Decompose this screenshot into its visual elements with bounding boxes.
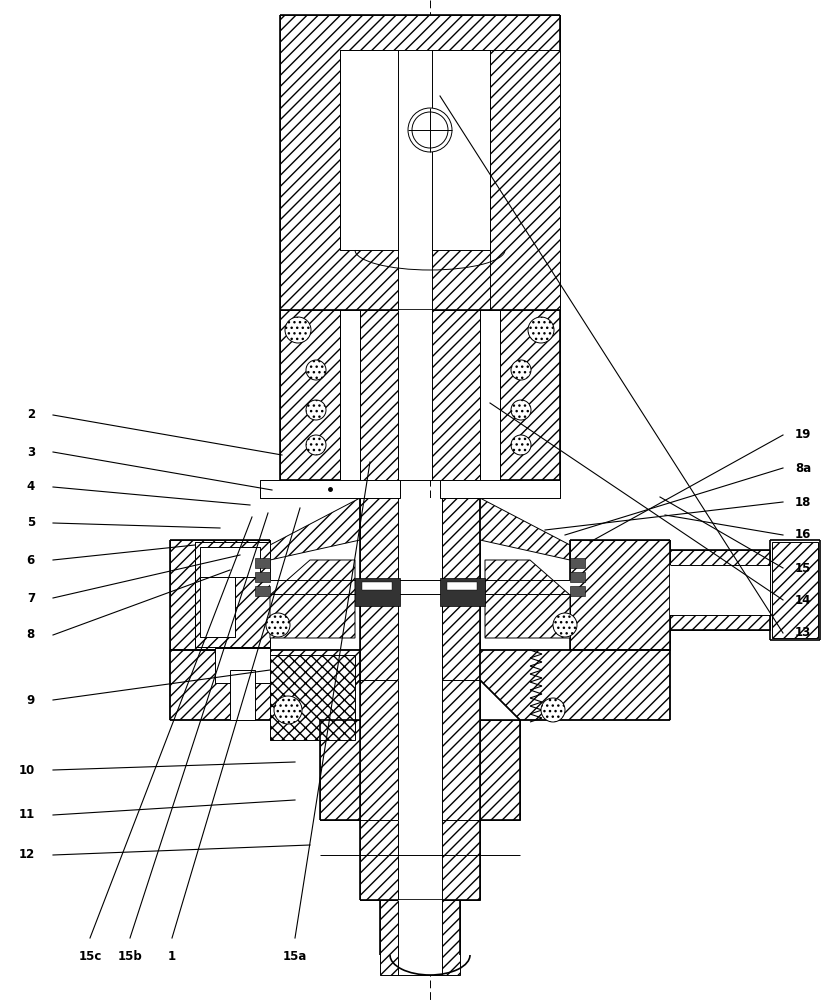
Bar <box>354 578 400 606</box>
Text: 16: 16 <box>794 528 810 542</box>
Polygon shape <box>170 650 359 720</box>
Text: 3: 3 <box>27 446 35 458</box>
Bar <box>669 565 769 615</box>
Circle shape <box>411 112 447 148</box>
Text: 10: 10 <box>18 764 35 776</box>
Bar <box>569 572 584 582</box>
Bar <box>569 540 669 650</box>
Text: 1: 1 <box>168 950 176 963</box>
Text: 19: 19 <box>794 428 810 442</box>
Polygon shape <box>270 498 359 560</box>
Text: 18: 18 <box>794 495 810 508</box>
Bar <box>398 310 431 480</box>
Bar <box>255 586 270 596</box>
Circle shape <box>540 698 564 722</box>
Circle shape <box>553 613 576 637</box>
Bar <box>499 310 559 480</box>
Bar <box>270 580 574 594</box>
Circle shape <box>511 435 530 455</box>
Polygon shape <box>270 655 354 740</box>
Bar <box>489 50 559 310</box>
Bar <box>255 558 270 568</box>
Circle shape <box>306 400 325 420</box>
Text: 7: 7 <box>27 591 35 604</box>
Bar <box>359 310 479 480</box>
Text: 9: 9 <box>27 694 35 706</box>
Text: 11: 11 <box>18 808 35 822</box>
Bar <box>441 498 479 680</box>
Bar <box>280 15 559 310</box>
Polygon shape <box>270 560 354 638</box>
Bar <box>359 498 398 680</box>
Circle shape <box>511 360 530 380</box>
Bar <box>398 680 441 820</box>
Text: 6: 6 <box>27 554 35 566</box>
Bar <box>255 572 270 582</box>
Bar <box>569 558 584 568</box>
Text: 5: 5 <box>27 516 35 530</box>
Bar <box>380 900 460 975</box>
Bar <box>446 582 477 590</box>
Text: 8: 8 <box>27 629 35 642</box>
Bar <box>200 547 260 577</box>
Bar <box>440 480 559 498</box>
Circle shape <box>273 696 302 724</box>
Bar <box>339 50 489 250</box>
Text: 15b: 15b <box>118 950 142 963</box>
Text: 15c: 15c <box>79 950 101 963</box>
Circle shape <box>285 317 311 343</box>
Bar <box>215 648 270 683</box>
Bar <box>200 577 235 637</box>
Bar <box>440 578 484 606</box>
Bar <box>319 720 359 820</box>
Bar <box>361 582 391 590</box>
Text: 15: 15 <box>794 562 810 574</box>
Bar <box>398 900 441 975</box>
Text: 15a: 15a <box>283 950 307 963</box>
Text: 13: 13 <box>794 626 810 640</box>
Bar <box>479 720 519 820</box>
Bar <box>771 542 817 638</box>
Bar <box>280 310 339 480</box>
Bar <box>195 542 270 647</box>
Text: 8a: 8a <box>794 462 810 475</box>
Bar <box>230 670 255 720</box>
Bar <box>170 540 270 650</box>
Polygon shape <box>479 498 569 560</box>
Text: 4: 4 <box>27 481 35 493</box>
Bar <box>569 586 584 596</box>
Circle shape <box>306 360 325 380</box>
Circle shape <box>511 400 530 420</box>
Bar <box>398 50 431 310</box>
Polygon shape <box>484 560 569 638</box>
Bar <box>359 680 479 820</box>
Bar <box>260 480 400 498</box>
Bar <box>359 820 479 900</box>
Polygon shape <box>479 650 669 720</box>
Circle shape <box>528 317 553 343</box>
Circle shape <box>266 613 289 637</box>
Text: 12: 12 <box>18 848 35 861</box>
Text: 14: 14 <box>794 593 810 606</box>
Bar <box>398 820 441 900</box>
Circle shape <box>306 435 325 455</box>
Bar <box>398 498 441 680</box>
Bar <box>669 550 769 630</box>
Text: 2: 2 <box>27 408 35 422</box>
Circle shape <box>407 108 451 152</box>
